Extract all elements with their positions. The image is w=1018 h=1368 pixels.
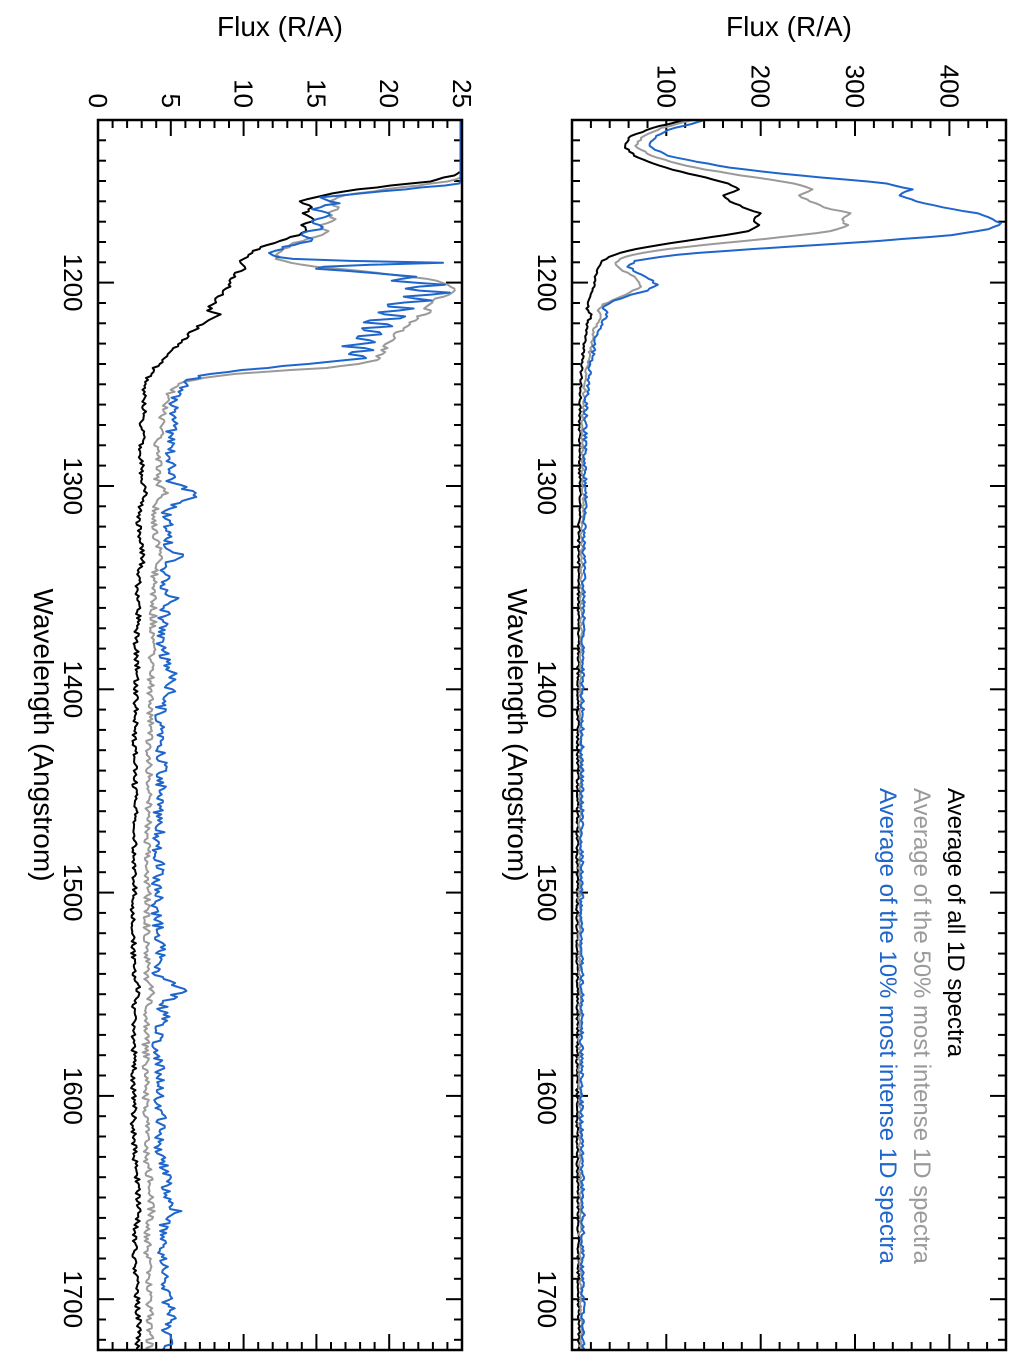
y-tick-label: 20 [374, 79, 404, 108]
legend-item-10pct-spectra: Average of the 10% most intense 1D spect… [874, 788, 901, 1264]
legend-item-50pct-spectra: Average of the 50% most intense 1D spect… [908, 788, 935, 1264]
y-tick-label: 300 [840, 65, 870, 108]
x-tick-label: 1300 [58, 457, 88, 515]
y-tick-label: 0 [83, 94, 113, 108]
x-tick-label: 1400 [532, 660, 562, 718]
y-tick-label: 100 [651, 65, 681, 108]
x-tick-label: 1400 [58, 660, 88, 718]
y-tick-label: 400 [934, 65, 964, 108]
x-tick-label: 1600 [532, 1067, 562, 1125]
y-axis-label: Flux (R/A) [217, 11, 343, 42]
series-line [577, 119, 852, 1351]
y-tick-label: 15 [301, 79, 331, 108]
y-axis-label: Flux (R/A) [726, 11, 852, 42]
x-axis-label: Wavelength (Angstrom) [28, 588, 59, 881]
plot-frame [570, 118, 1008, 1352]
x-tick-label: 1600 [58, 1067, 88, 1125]
series-line [578, 119, 1002, 1351]
x-tick-label: 1700 [532, 1270, 562, 1328]
x-tick-label: 1200 [532, 254, 562, 312]
legend-item-all-spectra: Average of all 1D spectra [942, 788, 969, 1058]
x-tick-label: 1700 [58, 1270, 88, 1328]
x-tick-label: 1200 [58, 254, 88, 312]
series-line [141, 120, 462, 1351]
x-tick-label: 1300 [532, 457, 562, 515]
x-axis-label: Wavelength (Angstrom) [502, 588, 533, 881]
x-tick-label: 1500 [532, 864, 562, 922]
y-tick-label: 200 [746, 65, 776, 108]
y-tick-label: 5 [156, 94, 186, 108]
y-tick-label: 25 [447, 79, 477, 108]
plot-frame [96, 118, 464, 1352]
series-line [129, 120, 462, 1351]
series-line [150, 120, 462, 1351]
series-line [575, 119, 762, 1351]
chart-legend: Average of all 1D spectra Average of the… [870, 788, 972, 1264]
x-tick-label: 1500 [58, 864, 88, 922]
y-tick-label: 10 [229, 79, 259, 108]
